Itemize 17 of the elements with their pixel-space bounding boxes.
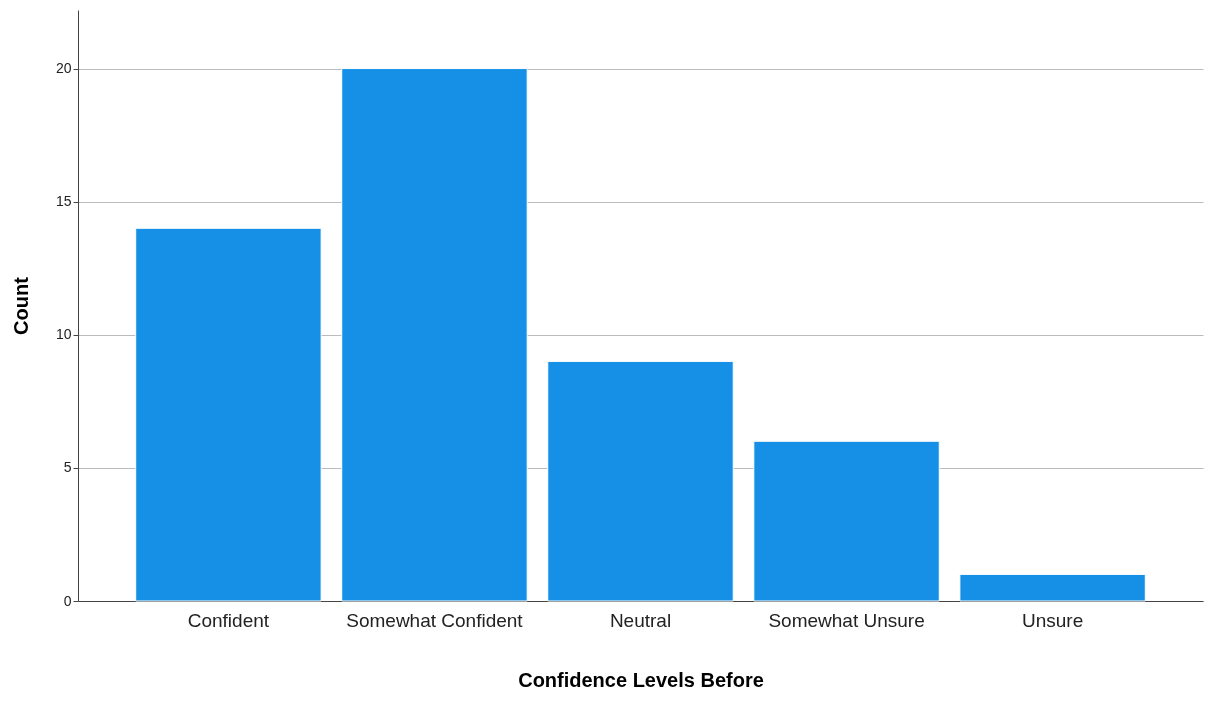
y-tick-label: 10: [55, 326, 72, 343]
y-axis-title: Count: [9, 276, 32, 335]
x-axis-title: Confidence Levels Before: [518, 668, 764, 691]
x-tick-label: Somewhat Confident: [346, 609, 524, 631]
bar: [135, 227, 322, 602]
y-tick-label: 20: [55, 60, 72, 77]
bar: [959, 573, 1146, 602]
x-tick-label: Confident: [187, 609, 270, 631]
bar: [753, 440, 940, 602]
x-tick-label: Somewhat Unsure: [768, 609, 925, 631]
bar: [341, 68, 528, 602]
y-tick-label: 15: [55, 193, 72, 210]
x-tick-label: Neutral: [609, 609, 672, 631]
y-tick-label: 0: [63, 592, 72, 609]
x-tick-label: Unsure: [1021, 609, 1084, 631]
bar: [547, 360, 734, 602]
y-tick-label: 5: [63, 459, 72, 476]
